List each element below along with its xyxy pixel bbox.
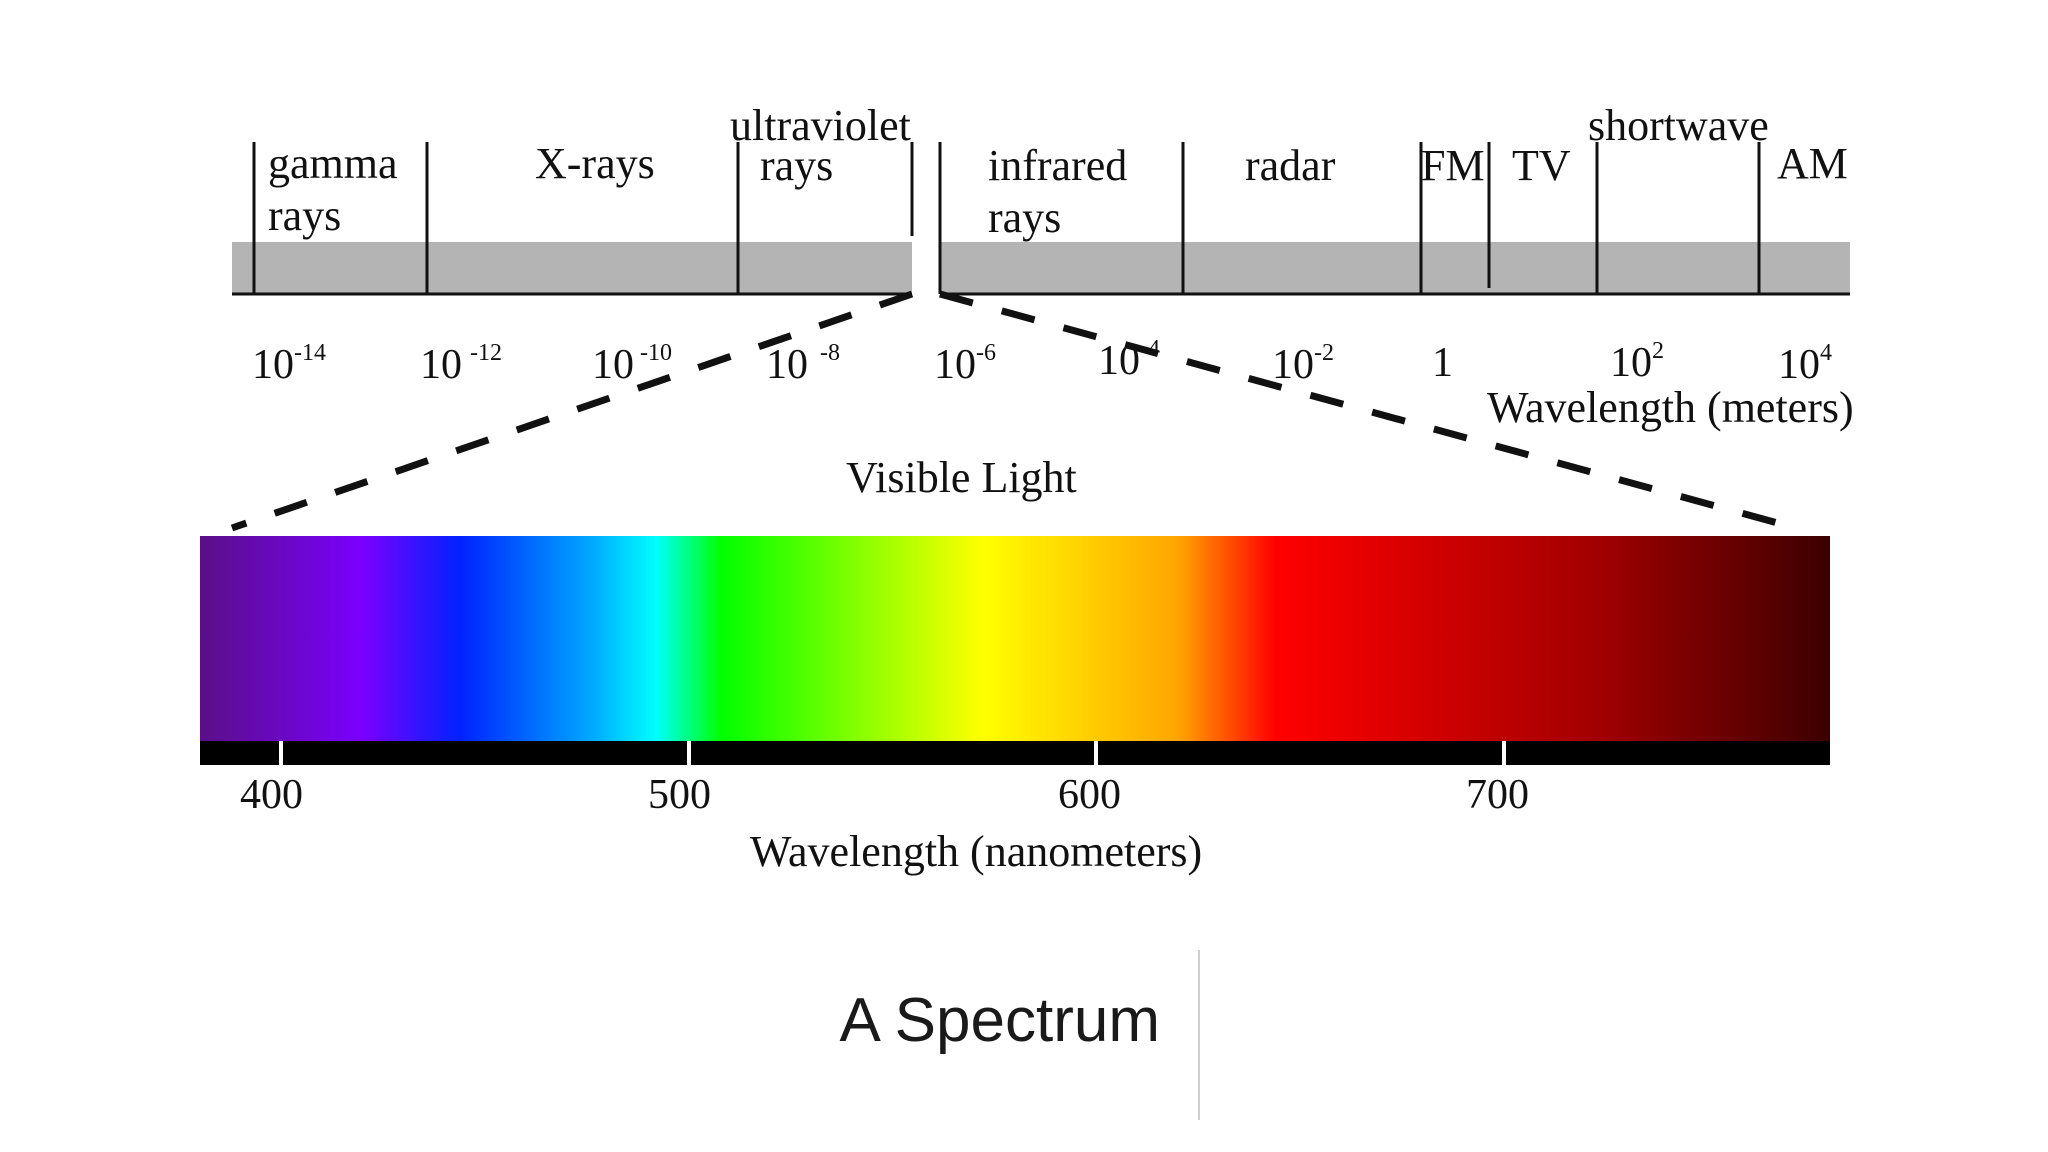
visible-spectrum-bar [200,536,1830,741]
tick-label: 104 [1778,340,1832,388]
tick-label: 10 -8 [766,340,840,388]
nm-tick-label: 700 [1466,772,1529,818]
nm-tick-label: 500 [648,772,711,818]
tick-label: 10-6 [934,340,996,388]
band-label-gamma-line1: gamma [268,139,398,188]
tick-label: 102 [1610,338,1664,386]
band-label-am: AM [1777,139,1848,188]
band-label-shortwave: shortwave [1588,101,1769,150]
visible-axis-bar [200,741,1830,765]
em-bar-left [232,242,912,294]
nm-tick-label: 400 [240,772,303,818]
tick-label: 10 -10 [592,340,672,388]
band-label-gamma-line2: rays [268,191,341,240]
caption-divider [1198,950,1200,1120]
tick-label: 10 -12 [420,340,502,388]
slide-caption: A Spectrum [839,986,1160,1055]
band-dividers [252,142,1761,294]
em-bar-right [940,242,1850,294]
band-label-radar: radar [1245,141,1336,190]
band-label-xrays: X-rays [535,139,655,188]
meter-ticks: 10-14 10-12 10-10 10-8 10-6 10-4 10-2 1 … [252,336,1832,388]
tick-label: 1 [1432,340,1453,386]
tick-label: 10-14 [252,340,326,388]
band-label-tv: TV [1512,141,1571,190]
zoom-line-right [939,290,1797,532]
band-label-ir-line2: rays [988,193,1061,242]
nm-axis-title: Wavelength (nanometers) [750,827,1202,876]
band-label-uv-line2: rays [760,141,833,190]
visible-light-title: Visible Light [846,453,1077,502]
nm-tick-label: 600 [1058,772,1121,818]
band-label-fm: FM [1421,141,1485,190]
visible-ticks [279,741,1506,765]
tick-label: 10-2 [1272,340,1334,388]
band-label-ir-line1: infrared [988,141,1127,190]
band-label-uv-line1: ultraviolet [730,101,911,150]
zoom-line-left [230,290,914,532]
em-axis-title: Wavelength (meters) [1487,383,1854,432]
